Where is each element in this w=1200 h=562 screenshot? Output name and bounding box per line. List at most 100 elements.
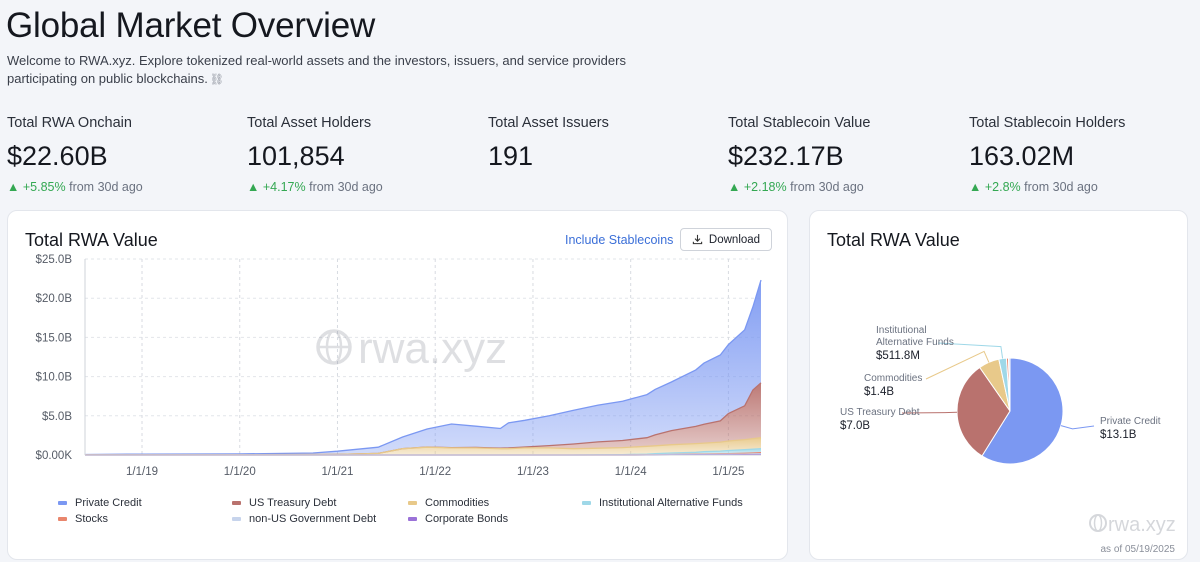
x-tick-label: 1/1/22 [419, 466, 451, 478]
pie-label-name: Alternative Funds [876, 337, 954, 348]
download-label: Download [708, 233, 761, 246]
legend-swatch [232, 517, 241, 521]
pie-chart-card: Total RWA Value Private Credit $13.1B US T… [809, 210, 1188, 560]
stat-total-asset-issuers: Total Asset Issuers 191 [488, 115, 718, 172]
globe-watermark-meridian [325, 329, 343, 365]
intro-body: Welcome to RWA.xyz. Explore tokenized re… [7, 53, 626, 86]
x-tick-label: 1/1/25 [712, 466, 744, 478]
up-arrow-icon: ▲ [247, 180, 260, 194]
y-tick-label: $5.0B [42, 411, 72, 423]
download-icon [692, 234, 703, 245]
area-chart-card: Total RWA Value Include Stablecoins Down… [7, 210, 788, 560]
page-title: Global Market Overview [6, 6, 376, 45]
area-chart: rwa.xyz $0.00K $5.0B $10.0B $15.0B $20.0B $25… [36, 254, 762, 478]
stat-change: +2.8% [984, 180, 1021, 194]
link-icon[interactable]: ⛓ [209, 74, 224, 86]
stat-label: Total RWA Onchain [7, 115, 132, 131]
x-tick-label: 1/1/21 [321, 466, 353, 478]
y-tick-label: $20.0B [36, 293, 73, 305]
legend-item-corporate-bonds[interactable]: Corporate Bonds [408, 513, 508, 525]
pie-label-name: Institutional [876, 325, 927, 336]
legend-item-stocks[interactable]: Stocks [58, 513, 108, 525]
legend-label: Commodities [425, 497, 490, 509]
stat-value: 101,854 [247, 141, 345, 171]
stat-suffix: from 30d ago [790, 180, 864, 194]
legend-item-institutional-alternative-funds[interactable]: Institutional Alternative Funds [582, 497, 743, 509]
legend-item-commodities[interactable]: Commodities [408, 497, 489, 509]
pie-slice-us-treasury-debt[interactable] [956, 366, 1011, 457]
pie-leader-line [937, 342, 1004, 359]
legend-label: Institutional Alternative Funds [599, 497, 743, 509]
pie-label-name: US Treasury Debt [840, 407, 920, 418]
pie-leader-line [925, 350, 990, 380]
area-line-private-credit [84, 279, 762, 456]
pie-chart: Private Credit $13.1B US Treasury Debt $7.0… [840, 325, 1176, 536]
legend-label: Stocks [75, 513, 109, 525]
legend-label: US Treasury Debt [249, 497, 337, 509]
area-watermark-text: rwa.xyz [358, 324, 507, 373]
x-tick-label: 1/1/19 [126, 466, 158, 478]
legend-label: Corporate Bonds [425, 513, 509, 525]
stat-change: +5.85% [22, 180, 66, 194]
stat-suffix: from 30d ago [69, 180, 143, 194]
pie-label-value: $7.0B [840, 420, 870, 432]
stat-suffix: from 30d ago [309, 180, 383, 194]
include-stablecoins-toggle[interactable]: Include Stablecoins [565, 233, 674, 247]
stat-value: 163.02M [969, 141, 1075, 171]
pie-slice-non-us-government-debt[interactable] [1007, 357, 1011, 412]
intro-text: Welcome to RWA.xyz. Explore tokenized re… [7, 52, 667, 89]
stat-value: $232.17B [728, 141, 844, 171]
stat-delta: ▲ +2.18% from 30d ago [728, 180, 958, 194]
legend-swatch [582, 501, 591, 505]
stat-delta: ▲ +5.85% from 30d ago [7, 180, 237, 194]
pie-leader-line [1060, 425, 1095, 430]
stat-total-rwa-onchain: Total RWA Onchain $22.60B ▲ +5.85% from … [7, 115, 237, 194]
legend-swatch [58, 517, 67, 521]
pie-label-name: Commodities [864, 373, 922, 384]
stat-label: Total Asset Holders [247, 115, 372, 131]
pie-slice-private-credit[interactable] [981, 357, 1064, 465]
area-chart-title: Total RWA Value [25, 230, 158, 250]
up-arrow-icon: ▲ [969, 180, 982, 194]
pie-leader-line [901, 411, 958, 414]
y-tick-label: $15.0B [36, 332, 73, 344]
area-series-private-credit[interactable] [85, 280, 761, 455]
legend-item-non-us-government-debt[interactable]: non-US Government Debt [232, 513, 376, 525]
legend-swatch [408, 501, 417, 505]
area-line-commodities [85, 437, 762, 456]
stat-value: $22.60B [7, 141, 108, 171]
legend-item-us-treasury-debt[interactable]: US Treasury Debt [232, 497, 336, 509]
globe-watermark-small-icon [1089, 514, 1107, 532]
x-tick-label: 1/1/24 [615, 466, 648, 478]
stat-label: Total Stablecoin Holders [969, 115, 1126, 131]
stat-change: +4.17% [262, 180, 306, 194]
legend-swatch [408, 517, 417, 521]
legend-item-private-credit[interactable]: Private Credit [58, 497, 142, 509]
y-tick-label: $25.0B [36, 254, 73, 266]
legend-label: non-US Government Debt [249, 513, 377, 525]
stat-suffix: from 30d ago [1024, 180, 1098, 194]
stat-total-stablecoin-holders: Total Stablecoin Holders 163.02M ▲ +2.8%… [969, 115, 1199, 194]
globe-watermark-icon [316, 329, 352, 365]
stat-delta: ▲ +2.8% from 30d ago [969, 180, 1199, 194]
download-button[interactable]: Download [680, 228, 772, 251]
stat-label: Total Asset Issuers [488, 115, 609, 131]
legend-swatch [232, 501, 241, 505]
stat-delta: ▲ +4.17% from 30d ago [247, 180, 477, 194]
legend-swatch [58, 501, 67, 505]
stat-total-asset-holders: Total Asset Holders 101,854 ▲ +4.17% fro… [247, 115, 477, 194]
stat-label: Total Stablecoin Value [728, 115, 871, 131]
as-of-date: as of 05/19/2025 [1100, 544, 1175, 555]
x-tick-label: 1/1/20 [224, 466, 256, 478]
up-arrow-icon: ▲ [7, 180, 20, 194]
x-tick-label: 1/1/23 [517, 466, 549, 478]
pie-watermark-text: rwa.xyz [1108, 514, 1176, 536]
stat-value: 191 [488, 141, 534, 171]
area-series-commodities[interactable] [85, 437, 761, 455]
up-arrow-icon: ▲ [728, 180, 741, 194]
stat-total-stablecoin-value: Total Stablecoin Value $232.17B ▲ +2.18%… [728, 115, 958, 194]
pie-label-value: $1.4B [864, 386, 894, 398]
globe-watermark-small-meridian [1093, 514, 1103, 532]
y-tick-label: $10.0B [36, 372, 73, 384]
y-tick-label: $0.00K [36, 450, 73, 462]
